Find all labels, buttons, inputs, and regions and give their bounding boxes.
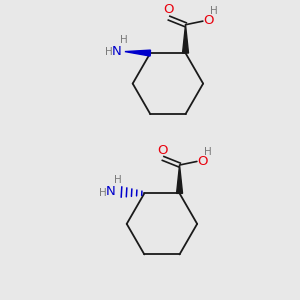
Text: O: O <box>163 3 173 16</box>
Text: O: O <box>157 144 167 157</box>
Polygon shape <box>177 165 182 194</box>
Text: O: O <box>197 154 208 168</box>
Text: H: H <box>105 47 113 58</box>
Text: H: H <box>210 6 218 16</box>
Text: N: N <box>105 185 115 198</box>
Text: H: H <box>114 175 121 185</box>
Polygon shape <box>125 50 151 56</box>
Text: N: N <box>111 45 121 58</box>
Text: H: H <box>99 188 107 198</box>
Text: H: H <box>120 35 127 45</box>
Text: H: H <box>204 147 212 157</box>
Text: O: O <box>203 14 214 27</box>
Polygon shape <box>182 25 188 53</box>
